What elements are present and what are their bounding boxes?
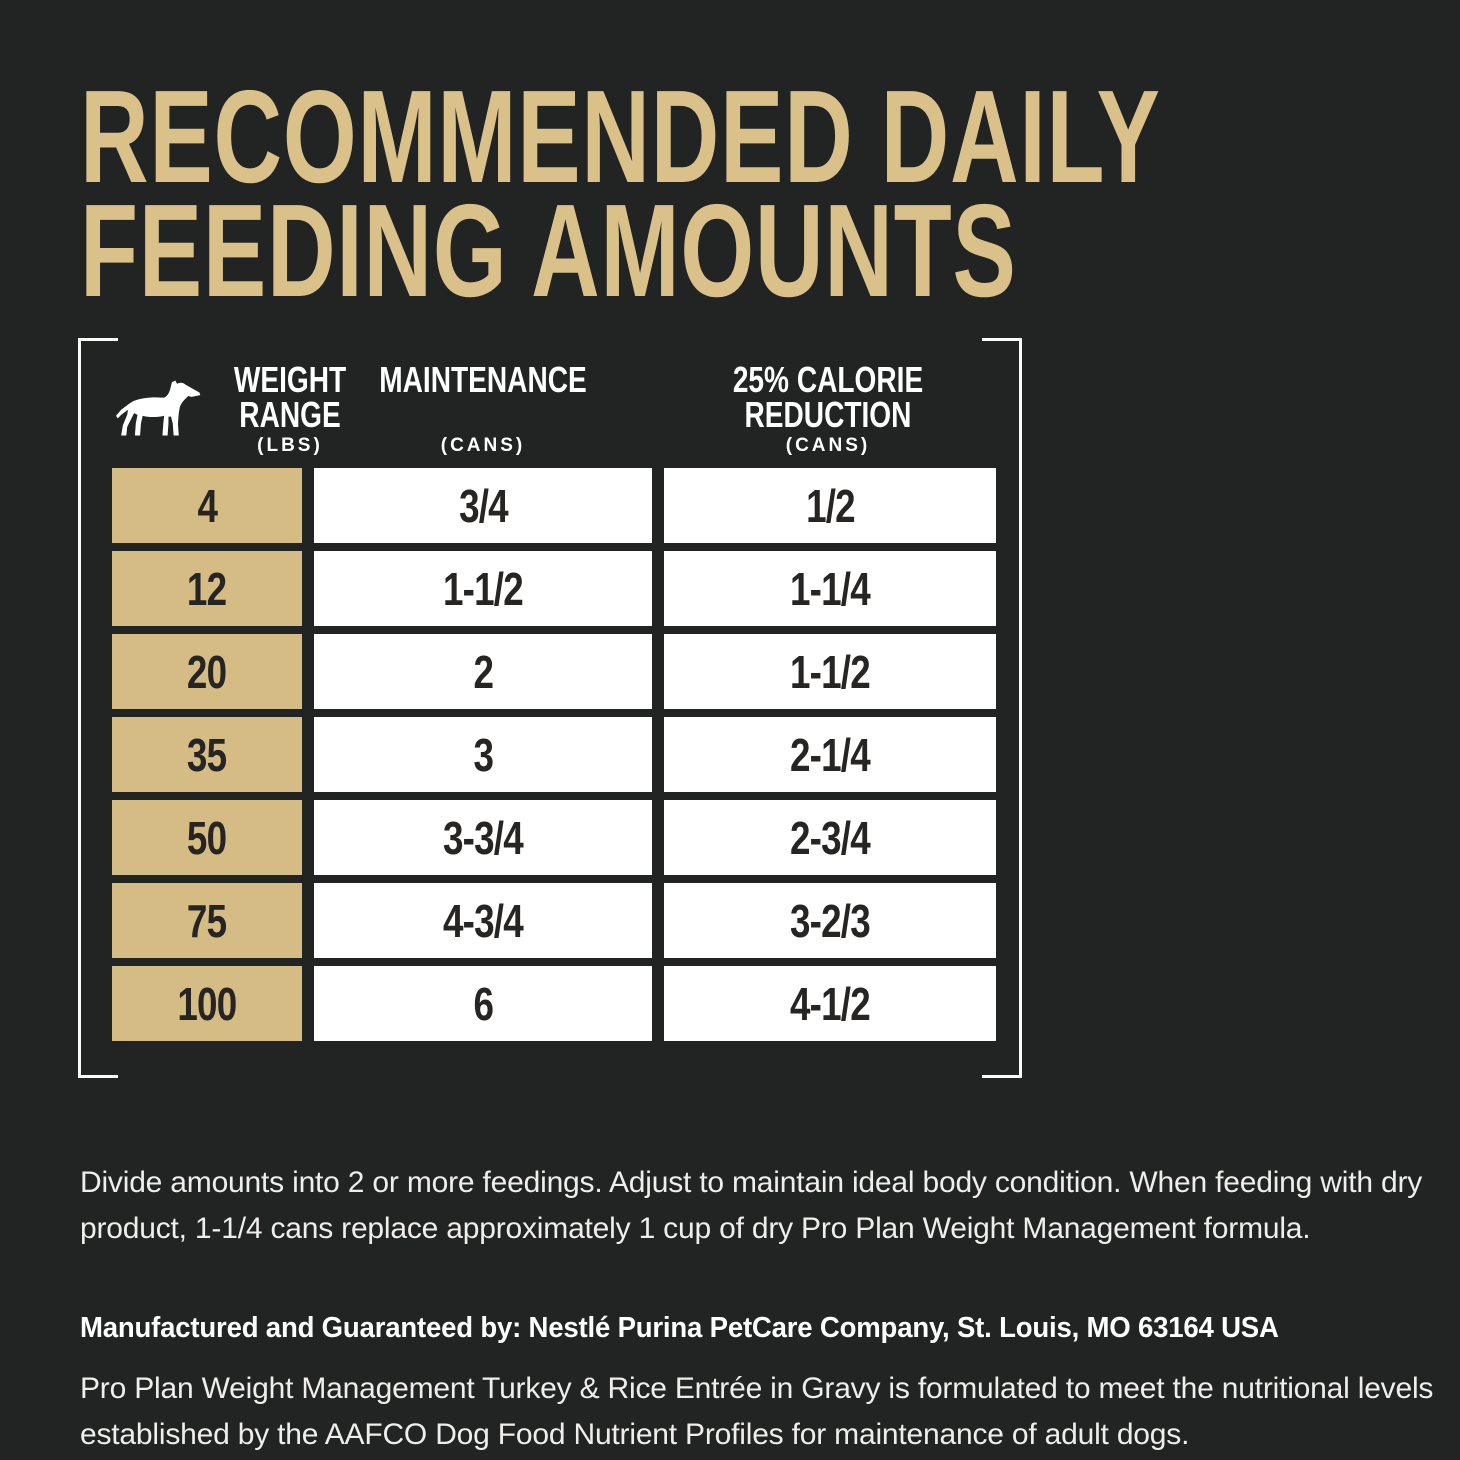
- maintenance-cell: 1-1/2: [314, 551, 652, 626]
- column-header-maintenance: MAINTENANCE (CANS): [350, 362, 616, 456]
- weight-cell: 20: [112, 634, 302, 709]
- column-label-reduction-line1: 25% CALORIE: [732, 359, 924, 400]
- maintenance-cell: 6: [314, 966, 652, 1041]
- weight-cell: 100: [112, 966, 302, 1041]
- reduction-cell: 4-1/2: [664, 966, 996, 1041]
- table-header: WEIGHT RANGE (LBS) MAINTENANCE (CANS) 25…: [112, 348, 996, 456]
- weight-cell: 35: [112, 717, 302, 792]
- column-unit-cans-reduction: (CANS): [785, 435, 871, 456]
- column-label-weight-line2: RANGE: [239, 394, 341, 435]
- page-title: RECOMMENDED DAILY FEEDING AMOUNTS: [80, 63, 1161, 324]
- feeding-instructions-note: Divide amounts into 2 or more feedings. …: [80, 1166, 1423, 1245]
- column-unit-cans-maintenance: (CANS): [440, 435, 526, 456]
- aafco-statement-note: Pro Plan Weight Management Turkey & Rice…: [80, 1372, 1434, 1451]
- dog-icon: [116, 372, 202, 444]
- reduction-cell: 2-1/4: [664, 717, 996, 792]
- weight-cell: 12: [112, 551, 302, 626]
- column-label-reduction-line2: REDUCTION: [744, 394, 912, 435]
- reduction-cell: 1-1/4: [664, 551, 996, 626]
- weight-cell: 50: [112, 800, 302, 875]
- column-header-calorie-reduction: 25% CALORIE REDUCTION (CANS): [706, 362, 950, 456]
- maintenance-cell: 3/4: [314, 468, 652, 543]
- feeding-table: 4 3/4 1/2 12 1-1/2 1-1/4 20 2 1-1/2 35 3…: [112, 468, 996, 1041]
- column-header-weight-range: WEIGHT RANGE (LBS): [116, 362, 362, 456]
- bracket-right-decoration: [982, 338, 1022, 1078]
- weight-cell: 4: [112, 468, 302, 543]
- column-unit-lbs: (LBS): [257, 435, 323, 456]
- maintenance-cell: 3: [314, 717, 652, 792]
- page-title-line2: FEEDING AMOUNTS: [80, 177, 1017, 324]
- reduction-cell: 2-3/4: [664, 800, 996, 875]
- page-title-line1: RECOMMENDED DAILY: [80, 63, 1161, 210]
- reduction-cell: 1/2: [664, 468, 996, 543]
- column-label-maintenance: MAINTENANCE: [379, 359, 587, 400]
- reduction-cell: 1-1/2: [664, 634, 996, 709]
- reduction-cell: 3-2/3: [664, 883, 996, 958]
- maintenance-cell: 3-3/4: [314, 800, 652, 875]
- weight-cell: 75: [112, 883, 302, 958]
- maintenance-cell: 2: [314, 634, 652, 709]
- maintenance-cell: 4-3/4: [314, 883, 652, 958]
- column-label-weight-line1: WEIGHT: [233, 359, 347, 400]
- manufacturer-note: Manufactured and Guaranteed by: Nestlé P…: [80, 1312, 1279, 1344]
- bracket-left-decoration: [78, 338, 118, 1078]
